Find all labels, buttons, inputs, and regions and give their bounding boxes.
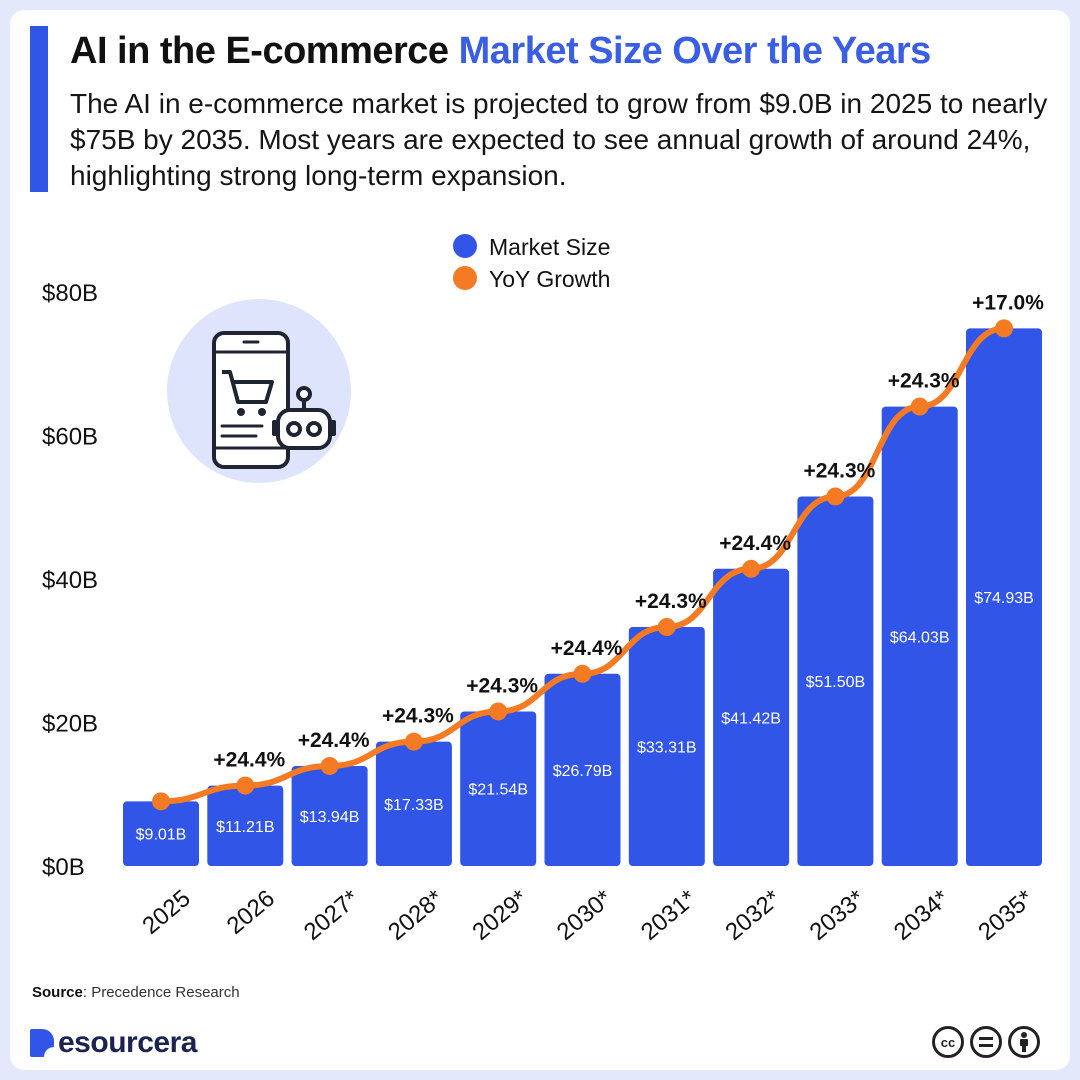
title-part1: AI in the E-commerce <box>70 30 459 72</box>
growth-point <box>152 792 170 811</box>
bar <box>291 765 368 866</box>
source-label: Source <box>32 984 83 1001</box>
bar-value-label: $17.33B <box>384 797 444 814</box>
growth-label: +24.3% <box>466 674 538 697</box>
growth-line: +24.4% +24.4% +24.3% +24.3% +24.4% +24.3% +24.… <box>152 291 1044 811</box>
y-tick-label: $80B <box>42 280 98 307</box>
x-tick-label: 2035* <box>973 885 1038 946</box>
legend-swatch-yoy-growth <box>453 266 477 290</box>
cc-text: cc <box>940 1034 956 1050</box>
growth-point <box>910 397 929 416</box>
growth-label: +24.4% <box>298 729 370 752</box>
bar <box>544 673 621 866</box>
bar-value-label: $64.03B <box>890 629 950 646</box>
growth-point <box>320 756 339 775</box>
growth-label: +24.3% <box>888 370 960 393</box>
attribution-icon <box>1008 1026 1040 1058</box>
growth-point <box>995 319 1013 338</box>
x-tick-label: 2025 <box>137 885 195 940</box>
x-tick-label: 2029* <box>467 885 532 946</box>
title-accent-bar <box>30 26 48 192</box>
chart-legend: Market Size YoY Growth <box>453 234 610 292</box>
y-tick-label: $40B <box>42 567 98 594</box>
source-note: Source: Precedence Research <box>32 984 240 1001</box>
growth-line-path <box>158 325 1007 805</box>
growth-label: +24.3% <box>803 459 875 482</box>
bar-value-label: $51.50B <box>806 674 866 691</box>
bar <box>460 711 537 866</box>
bar-value-label: $9.01B <box>136 827 187 844</box>
x-tick-label: 2030* <box>552 885 617 946</box>
growth-point <box>826 487 845 506</box>
growth-label: +24.3% <box>382 705 454 728</box>
growth-point <box>236 776 255 795</box>
growth-point <box>489 702 508 721</box>
bar <box>881 406 958 866</box>
x-tick-label: 2033* <box>805 885 870 946</box>
no-derivatives-icon <box>970 1026 1002 1058</box>
y-tick-label: $20B <box>42 711 98 738</box>
bar-value-label: $74.93B <box>974 590 1034 607</box>
source-text: : Precedence Research <box>82 984 240 1001</box>
bar <box>797 496 874 866</box>
growth-label: +24.4% <box>551 637 623 660</box>
bar <box>375 741 452 866</box>
brand-mark-icon <box>30 1029 54 1057</box>
page-title: AI in the E-commerce Market Size Over th… <box>70 30 931 73</box>
growth-label: +24.4% <box>213 749 285 772</box>
brand-logo: esourcera <box>30 1026 197 1060</box>
cc-license-icon: cc <box>932 1026 964 1058</box>
bar <box>123 801 199 866</box>
bar <box>628 627 705 866</box>
page-subtitle: The AI in e-commerce market is projected… <box>70 88 1048 191</box>
x-tick-label: 2027* <box>299 885 364 946</box>
x-tick-label: 2034* <box>889 885 954 946</box>
bar-value-label: $26.79B <box>553 763 613 780</box>
equals-icon <box>979 1037 993 1047</box>
growth-point <box>657 618 676 637</box>
bar-value-label: $41.42B <box>721 710 781 727</box>
person-icon <box>1020 1032 1028 1052</box>
growth-point <box>404 732 423 751</box>
x-tick-label: 2026 <box>222 885 280 940</box>
ecommerce-robot-icon <box>167 299 351 483</box>
bar-value-label: $21.54B <box>468 782 528 799</box>
growth-label: +24.3% <box>635 590 707 613</box>
bar <box>207 785 284 866</box>
bar-value-label: $13.94B <box>300 809 360 826</box>
bar-value-label: $33.31B <box>637 740 697 757</box>
growth-point <box>742 559 761 578</box>
legend-label-market-size: Market Size <box>489 234 610 260</box>
y-tick-label: $0B <box>42 854 85 881</box>
legend-label-yoy-growth: YoY Growth <box>489 266 610 292</box>
y-tick-label: $60B <box>42 424 98 451</box>
growth-label: +17.0% <box>972 291 1044 314</box>
legend-swatch-market-size <box>453 234 477 258</box>
bar <box>966 328 1042 866</box>
brand-name: esourcera <box>58 1026 197 1059</box>
bar <box>713 568 790 866</box>
x-tick-label: 2032* <box>720 885 785 946</box>
x-tick-label: 2031* <box>636 885 701 946</box>
growth-label: +24.4% <box>719 532 791 555</box>
y-axis: $0B $20B $40B $60B $80B <box>42 280 98 881</box>
x-tick-label: 2028* <box>383 885 448 946</box>
bars: $9.01B $11.21B $13.94B $17.33B $21.54B $26.79… <box>123 328 1042 866</box>
growth-point <box>573 664 592 683</box>
title-part2: Market Size Over the Years <box>458 30 932 72</box>
x-axis: 2025 2026 2027* 2028* 2029* 2030* 2031* 2032* 20… <box>137 885 1038 946</box>
bar-value-label: $11.21B <box>216 819 274 836</box>
